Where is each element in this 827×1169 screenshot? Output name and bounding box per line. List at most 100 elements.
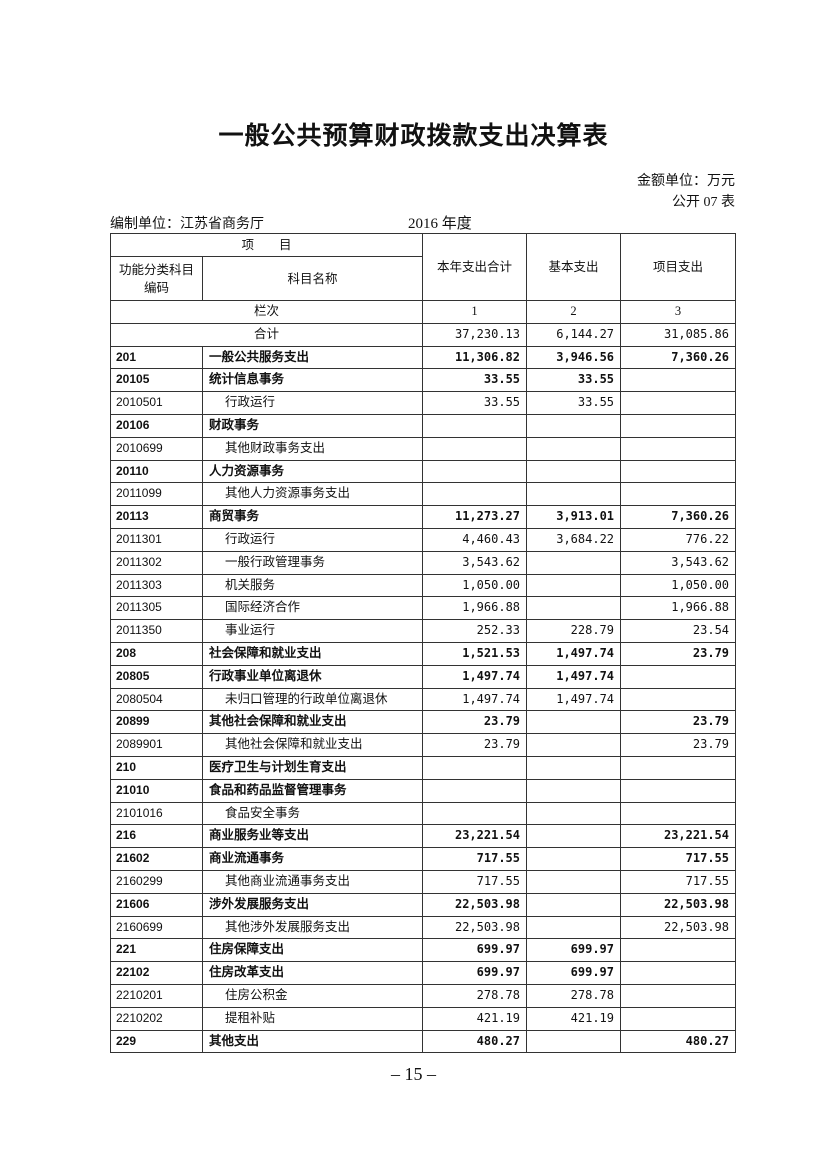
row-project: 1,966.88 [620, 596, 737, 621]
table-row: 20110 人力资源事务 [110, 459, 737, 484]
table-row: 2011350 事业运行 252.33 228.79 23.54 [110, 619, 737, 643]
table-row: 2101016 食品安全事务 [110, 801, 737, 826]
row-name: 其他支出 [201, 1029, 424, 1054]
row-basic [526, 778, 622, 803]
row-name: 行政运行 [201, 391, 424, 415]
row-name: 财政事务 [201, 413, 424, 438]
table-row: 2011301 行政运行 4,460.43 3,684.22 776.22 [110, 527, 737, 552]
row-total: 33.55 [422, 368, 528, 393]
total-col3: 31,085.86 [620, 322, 737, 347]
row-basic: 699.97 [526, 938, 622, 963]
row-name: 医疗卫生与计划生育支出 [201, 755, 424, 780]
row-basic: 1,497.74 [526, 687, 622, 712]
row-name: 其他财政事务支出 [201, 436, 424, 461]
row-basic [526, 436, 622, 461]
seq-3: 3 [620, 300, 737, 324]
table-row: 2010699 其他财政事务支出 [110, 436, 737, 461]
row-project [620, 413, 737, 438]
row-code: 2101016 [110, 801, 203, 826]
row-name: 食品安全事务 [201, 801, 424, 826]
row-project: 23.79 [620, 641, 737, 666]
seq-1: 1 [422, 300, 528, 324]
row-project [620, 368, 737, 393]
table-row: 2160699 其他涉外发展服务支出 22,503.98 22,503.98 [110, 915, 737, 940]
table-row: 2089901 其他社会保障和就业支出 23.79 23.79 [110, 733, 737, 757]
table-row: 2010501 行政运行 33.55 33.55 [110, 391, 737, 415]
row-project: 22,503.98 [620, 915, 737, 940]
row-basic [526, 869, 622, 894]
seq-row: 栏次 1 2 3 [109, 300, 737, 324]
amount-unit: 金额单位：万元 [637, 174, 735, 189]
row-code: 20105 [110, 368, 203, 393]
row-total: 717.55 [422, 847, 528, 871]
table-row: 21606 涉外发展服务支出 22,503.98 22,503.98 [110, 892, 737, 917]
row-project [620, 1006, 737, 1031]
header-col3: 项目支出 [620, 233, 737, 301]
table-row: 20105 统计信息事务 33.55 33.55 [110, 368, 737, 393]
row-total: 699.97 [422, 938, 528, 963]
row-code: 216 [110, 824, 203, 849]
row-name: 涉外发展服务支出 [201, 892, 424, 917]
row-project [620, 664, 737, 689]
row-name: 未归口管理的行政单位离退休 [201, 687, 424, 712]
row-name: 其他商业流通事务支出 [201, 869, 424, 894]
row-code: 20899 [110, 710, 203, 735]
total-label: 合计 [109, 322, 424, 347]
row-code: 20113 [110, 505, 203, 529]
total-col1: 37,230.13 [422, 322, 528, 347]
row-project [620, 755, 737, 780]
row-code: 2010699 [110, 436, 203, 461]
row-total: 11,306.82 [422, 345, 528, 370]
row-project [620, 482, 737, 507]
row-project [620, 778, 737, 803]
row-code: 2160299 [110, 869, 203, 894]
table-row: 2011303 机关服务 1,050.00 1,050.00 [110, 573, 737, 598]
row-name: 事业运行 [201, 619, 424, 643]
row-total: 480.27 [422, 1029, 528, 1054]
row-project [620, 391, 737, 415]
row-basic: 3,913.01 [526, 505, 622, 529]
seq-label: 栏次 [109, 300, 424, 324]
table-row: 221 住房保障支出 699.97 699.97 [110, 938, 737, 963]
row-total: 22,503.98 [422, 892, 528, 917]
row-name: 统计信息事务 [201, 368, 424, 393]
total-col2: 6,144.27 [526, 322, 622, 347]
row-project: 23.79 [620, 710, 737, 735]
row-total [422, 778, 528, 803]
row-total [422, 436, 528, 461]
row-code: 2210201 [110, 983, 203, 1008]
document-title: 一般公共预算财政拨款支出决算表 [218, 123, 609, 150]
row-total: 1,966.88 [422, 596, 528, 621]
row-name: 食品和药品监督管理事务 [201, 778, 424, 803]
row-project: 480.27 [620, 1029, 737, 1054]
row-basic: 1,497.74 [526, 641, 622, 666]
row-basic [526, 482, 622, 507]
row-project [620, 938, 737, 963]
row-name: 行政运行 [201, 527, 424, 552]
row-total: 1,050.00 [422, 573, 528, 598]
row-project: 776.22 [620, 527, 737, 552]
row-project [620, 961, 737, 985]
row-basic [526, 915, 622, 940]
table-row: 20899 其他社会保障和就业支出 23.79 23.79 [110, 710, 737, 735]
table-row: 20805 行政事业单位离退休 1,497.74 1,497.74 [110, 664, 737, 689]
row-basic [526, 1029, 622, 1054]
row-name: 行政事业单位离退休 [201, 664, 424, 689]
row-code: 21606 [110, 892, 203, 917]
row-basic: 33.55 [526, 391, 622, 415]
table-row: 2011305 国际经济合作 1,966.88 1,966.88 [110, 596, 737, 621]
row-name: 其他社会保障和就业支出 [201, 733, 424, 757]
table-row: 208 社会保障和就业支出 1,521.53 1,497.74 23.79 [110, 641, 737, 666]
row-project: 1,050.00 [620, 573, 737, 598]
row-code: 229 [110, 1029, 203, 1054]
row-total: 23.79 [422, 710, 528, 735]
row-total [422, 755, 528, 780]
row-total: 11,273.27 [422, 505, 528, 529]
header-row-sub: 功能分类科目编码 科目名称 [110, 256, 736, 301]
header-col1: 本年支出合计 [422, 233, 528, 301]
fiscal-year: 2016 年度 [408, 216, 472, 232]
row-total: 1,521.53 [422, 641, 528, 666]
row-total: 421.19 [422, 1006, 528, 1031]
row-basic [526, 847, 622, 871]
row-project [620, 687, 737, 712]
